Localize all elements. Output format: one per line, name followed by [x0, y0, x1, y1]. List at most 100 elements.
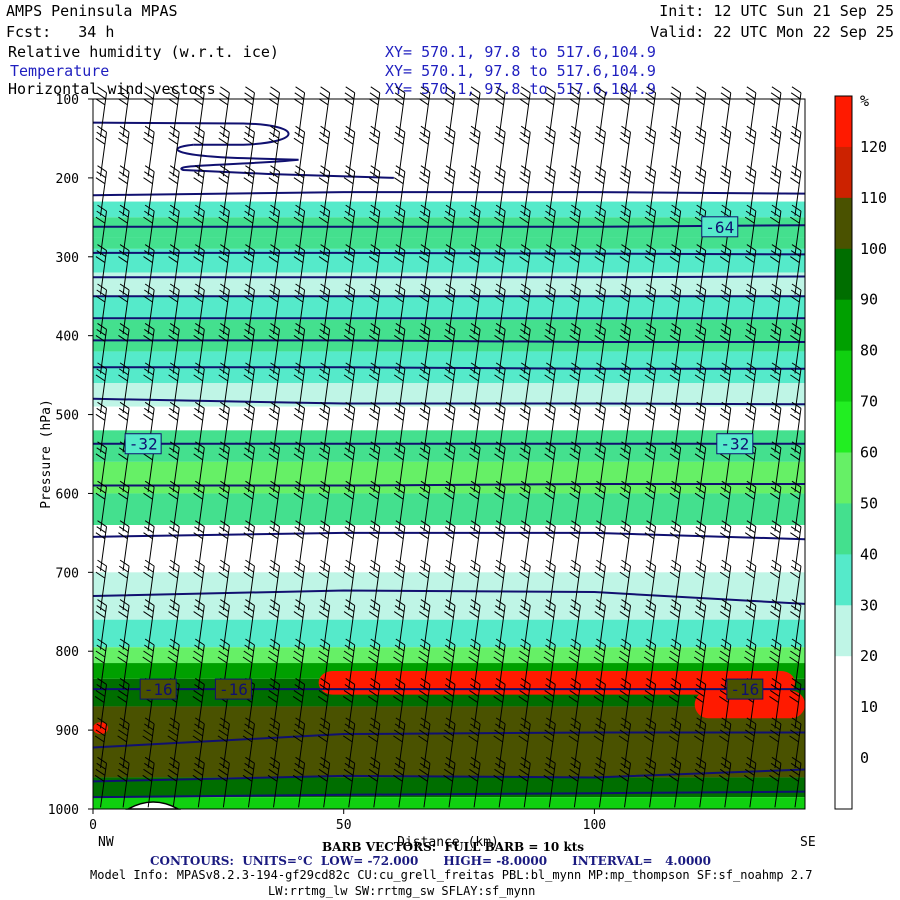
- wind-barb: [393, 599, 406, 650]
- wind-barb: [293, 165, 306, 216]
- wind-barb: [693, 756, 707, 808]
- wind-barb: [243, 323, 255, 374]
- wind-barb: [318, 86, 331, 137]
- wind-barb: [95, 204, 108, 256]
- wind-barb: [469, 520, 481, 571]
- colorbar-tick-label: 70: [860, 393, 878, 411]
- wind-barb: [318, 165, 331, 216]
- field-xy-temperature: XY= 570.1, 97.8 to 517.6,104.9: [385, 62, 656, 80]
- wind-barb: [143, 480, 155, 532]
- wind-barb: [693, 638, 707, 690]
- wind-barb: [568, 717, 581, 768]
- wind-barb: [317, 678, 331, 729]
- wind-barb: [343, 362, 356, 413]
- wind-barb: [669, 283, 682, 335]
- wind-barb: [569, 165, 581, 216]
- wind-barb: [293, 86, 306, 137]
- colorbar-segment: [835, 656, 852, 708]
- wind-barb: [468, 678, 481, 729]
- wind-barb: [694, 520, 707, 571]
- wind-barb: [619, 323, 631, 374]
- x-tick-label: 0: [89, 818, 97, 833]
- init-time: Init: 12 UTC Sun 21 Sep 25: [659, 2, 894, 20]
- wind-barb: [790, 204, 802, 256]
- wind-barb: [293, 244, 306, 295]
- wind-barb: [143, 401, 155, 453]
- contour-label-box: [214, 678, 252, 700]
- wind-barb: [218, 204, 230, 256]
- wind-barb: [368, 86, 381, 137]
- wind-barb: [218, 480, 230, 532]
- wind-barb: [368, 717, 381, 768]
- wind-barb: [519, 441, 531, 492]
- wind-barb: [569, 520, 581, 571]
- wind-barb: [594, 520, 606, 571]
- wind-barb: [594, 599, 606, 650]
- wind-barb: [493, 717, 506, 768]
- contour-label: -16: [219, 680, 248, 699]
- colorbar-segment: [835, 197, 852, 250]
- wind-barb: [668, 756, 682, 808]
- wind-barb: [770, 599, 782, 650]
- wind-barb: [544, 323, 556, 374]
- colorbar-tick-label: 60: [860, 444, 878, 462]
- wind-barb: [118, 559, 130, 611]
- wind-barb: [669, 125, 682, 177]
- wind-barb: [719, 599, 732, 650]
- wind-barb: [218, 125, 230, 177]
- wind-barb: [292, 717, 306, 768]
- wind-barb: [790, 480, 802, 532]
- y-tick-label: 200: [56, 172, 79, 187]
- wind-barb: [469, 204, 481, 256]
- wind-barb: [218, 86, 230, 137]
- wind-barb: [168, 204, 180, 256]
- wind-barb: [419, 599, 431, 650]
- wind-barb: [418, 678, 431, 729]
- wind-barb: [167, 717, 180, 768]
- wind-barb: [569, 599, 581, 650]
- wind-barb: [342, 756, 356, 808]
- wind-barb: [644, 165, 657, 216]
- wind-barb: [594, 401, 606, 453]
- wind-barb: [770, 401, 782, 453]
- wind-barb: [118, 441, 130, 492]
- wind-barb: [469, 362, 481, 413]
- wind-barb: [770, 520, 782, 571]
- wind-barb: [318, 204, 331, 256]
- wind-barb: [419, 401, 431, 453]
- field-name-wind: Horizontal wind vectors: [8, 80, 216, 98]
- wind-barb: [343, 323, 356, 374]
- wind-barb: [393, 244, 406, 295]
- contour-label-box: [701, 216, 739, 238]
- wind-barb: [318, 244, 331, 295]
- wind-barb: [643, 756, 657, 808]
- wind-barb: [494, 599, 506, 650]
- y-tick-label: 500: [56, 409, 79, 424]
- contour-label: -32: [720, 435, 749, 454]
- colorbar-tick-label: 100: [860, 240, 887, 258]
- wind-barb: [544, 401, 556, 453]
- wind-barb: [142, 756, 155, 808]
- wind-barb: [419, 441, 431, 492]
- wind-barb: [143, 520, 155, 571]
- wind-barb: [142, 638, 155, 690]
- wind-barb: [619, 283, 631, 335]
- wind-barb: [769, 638, 782, 690]
- wind-barb: [318, 323, 331, 374]
- wind-barb: [719, 480, 732, 532]
- temperature-contour: [93, 275, 806, 279]
- wind-barb: [518, 678, 531, 729]
- wind-barb: [544, 441, 556, 492]
- wind-barb: [569, 323, 581, 374]
- wind-barb: [393, 678, 406, 729]
- colorbar-segment: [835, 96, 852, 148]
- wind-barb: [790, 283, 802, 335]
- wind-barb: [619, 125, 631, 177]
- wind-barb: [95, 86, 108, 137]
- wind-barb: [719, 283, 732, 335]
- colorbar-segment: [835, 707, 852, 759]
- wind-barb: [167, 756, 180, 808]
- wind-barb: [418, 756, 431, 808]
- wind-barb: [770, 441, 782, 492]
